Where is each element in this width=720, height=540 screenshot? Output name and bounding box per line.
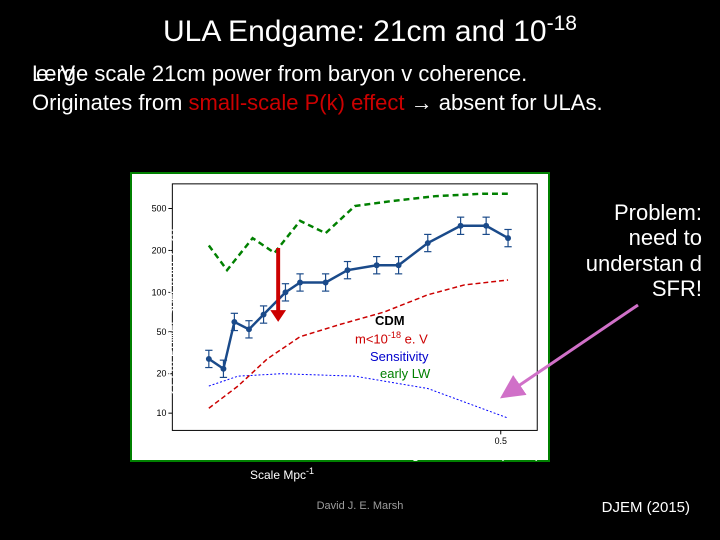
- xlabel-sup: -1: [306, 466, 314, 476]
- subtitle-line2a: Originates from: [32, 90, 189, 115]
- annot-sensitivity: Sensitivity: [370, 349, 429, 365]
- subtitle-ev: e. V: [36, 60, 75, 89]
- subtitle-line2c: → absent for ULAs.: [404, 90, 602, 115]
- chart-ylabel: 21 cm Power Spectrum z=20: [164, 229, 179, 396]
- chart-21cm-power: 1020501002005000.5: [130, 172, 550, 462]
- subtitle-line1b: scale 21cm power from baryon v coherence…: [88, 61, 527, 86]
- problem-callout: Problem: need to understan d SFR!: [572, 200, 702, 301]
- subtitle: Lerge scale 21cm power from baryon v coh…: [32, 60, 700, 117]
- figure-caption: Fig. Visbal et al (2012): [400, 445, 540, 461]
- title-sup: -18: [547, 12, 577, 35]
- annot-cdm: CDM: [375, 313, 405, 329]
- chart-xlabel: Scale Mpc-1: [250, 466, 314, 482]
- annot-mass: m<10-18 e. V: [355, 330, 428, 347]
- svg-text:500: 500: [152, 203, 167, 213]
- svg-text:10: 10: [157, 408, 167, 418]
- annot-mass-post: e. V: [401, 331, 428, 346]
- chart-svg: 1020501002005000.5: [132, 174, 548, 460]
- annot-mass-sup: -18: [388, 330, 401, 340]
- subtitle-line2b: small-scale P(k) effect: [189, 90, 405, 115]
- footer-reference: DJEM (2015): [602, 499, 690, 516]
- annot-mass-pre: m<10: [355, 331, 388, 346]
- xlabel-pre: Scale Mpc: [250, 468, 306, 482]
- annot-earlylw: early LW: [380, 366, 430, 382]
- slide-title: ULA Endgame: 21cm and 10-18: [40, 12, 700, 49]
- title-pre: ULA Endgame: 21cm and 10: [163, 15, 547, 48]
